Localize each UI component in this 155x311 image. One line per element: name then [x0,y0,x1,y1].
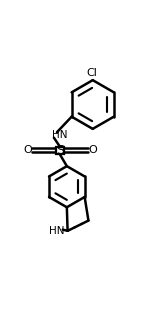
Text: HN: HN [52,130,67,140]
Text: O: O [88,145,97,155]
Bar [56,146,64,154]
Text: Cl: Cl [86,68,97,78]
Text: S: S [56,144,64,157]
Text: HN: HN [49,226,65,236]
Text: O: O [24,145,32,155]
